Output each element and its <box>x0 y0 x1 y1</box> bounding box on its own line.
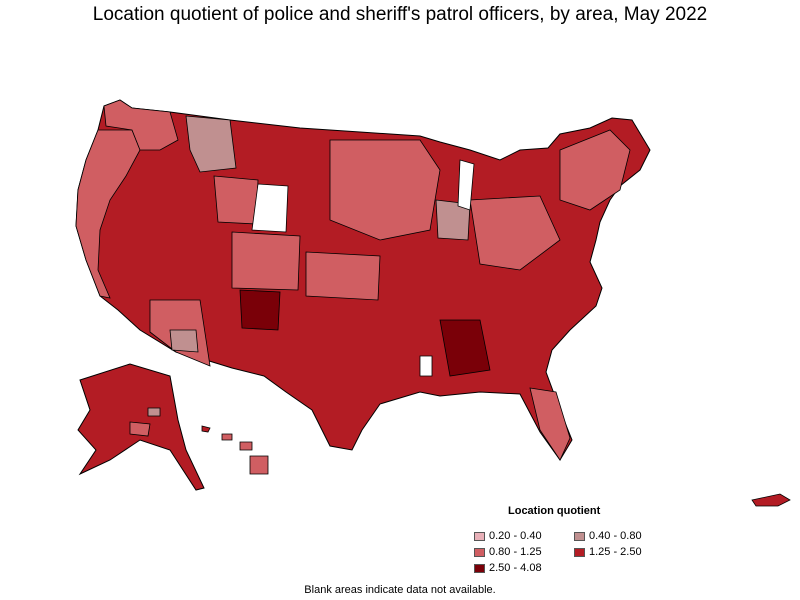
idaho-montana-region <box>185 115 237 173</box>
legend-label: 2.50 - 4.08 <box>489 562 542 574</box>
legend-item-2: 0.80 - 1.25 <box>474 546 542 558</box>
high-quotient-region-southwest <box>239 289 281 331</box>
legend-swatch <box>474 547 485 557</box>
kansas-region <box>305 251 381 301</box>
blank-area-wyoming <box>251 183 289 233</box>
florida-region <box>529 387 571 461</box>
west-coast-region <box>75 129 141 299</box>
map-title: Location quotient of police and sheriff'… <box>92 4 708 25</box>
midwest-region <box>329 139 441 241</box>
hawaii-kauai <box>201 425 211 433</box>
alaska-anchorage-region <box>129 421 151 437</box>
high-quotient-region-south <box>439 319 491 377</box>
hawaii-maui <box>239 441 253 451</box>
legend-item-4: 2.50 - 4.08 <box>474 562 542 574</box>
legend-swatch <box>474 563 485 573</box>
alaska-fairbanks-region <box>147 407 161 417</box>
great-lakes-michigan <box>457 159 475 211</box>
legend-swatch <box>574 547 585 557</box>
legend-swatch <box>474 531 485 541</box>
northeast-region <box>559 129 631 211</box>
legend-label: 0.20 - 0.40 <box>489 530 542 542</box>
legend-title: Location quotient <box>508 505 601 517</box>
phoenix-region <box>169 329 199 353</box>
legend-label: 1.25 - 2.50 <box>589 546 642 558</box>
ohio-valley-region <box>469 195 561 271</box>
pacific-northwest-region <box>103 99 179 151</box>
hawaii-oahu <box>221 433 233 441</box>
blank-area-mississippi <box>419 355 433 377</box>
hawaii-big-island <box>249 455 269 475</box>
wyoming-region <box>213 175 259 225</box>
legend-swatch <box>574 531 585 541</box>
puerto-rico-region <box>751 493 791 507</box>
legend-item-1: 0.40 - 0.80 <box>574 530 642 542</box>
legend-item-0: 0.20 - 0.40 <box>474 530 542 542</box>
legend-label: 0.40 - 0.80 <box>589 530 642 542</box>
legend-label: 0.80 - 1.25 <box>489 546 542 558</box>
colorado-region <box>231 231 301 291</box>
legend-item-3: 1.25 - 2.50 <box>574 546 642 558</box>
blank-areas-note: Blank areas indicate data not available. <box>304 584 496 596</box>
